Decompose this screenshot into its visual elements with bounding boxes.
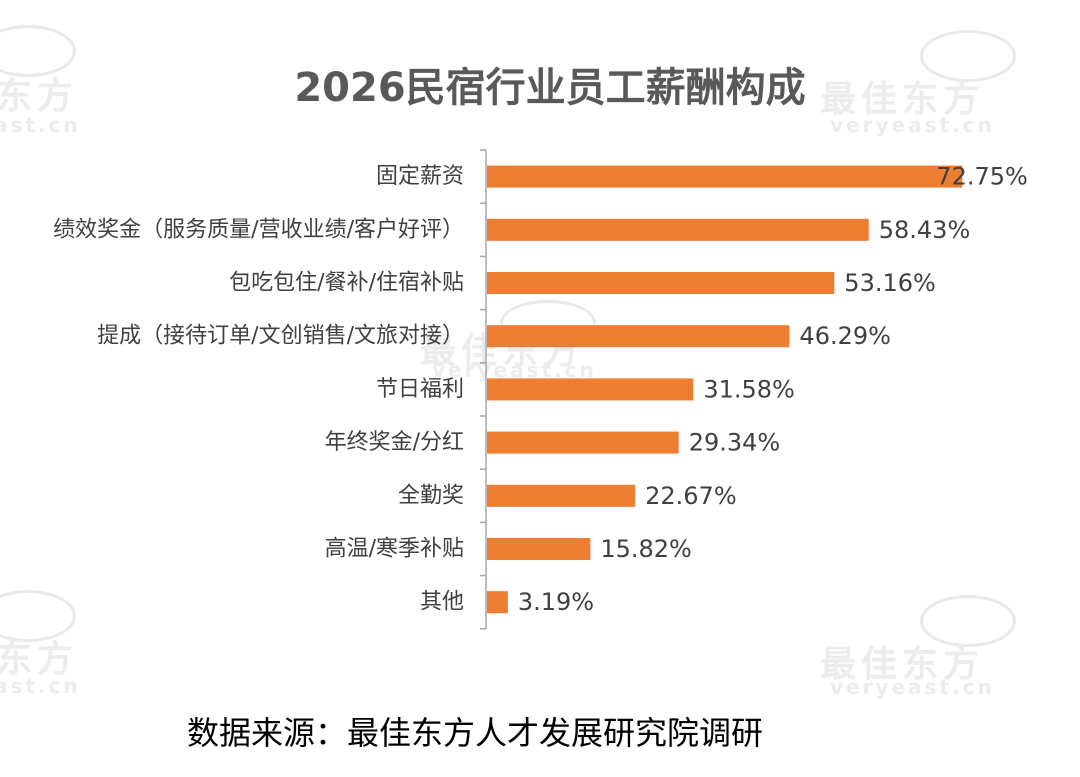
bar (487, 325, 790, 348)
watermark-brand: 东方 (0, 76, 79, 117)
bar (487, 431, 679, 454)
watermark-brand: 最佳东方 (820, 79, 985, 120)
watermark-logo-icon (920, 595, 1016, 647)
category-label: 年终奖金/分红 (325, 430, 464, 455)
watermark-top-left: 东方 ast.cn (0, 25, 110, 137)
watermark-bottom-left: 东方 ast.cn (0, 590, 110, 700)
bar (487, 378, 694, 401)
value-label: 31.58% (703, 375, 795, 403)
data-source-note: 数据来源：最佳东方人才发展研究院调研 (186, 714, 763, 752)
watermark-site: ast.cn (0, 113, 81, 137)
bar (487, 484, 636, 507)
bar (487, 272, 835, 294)
bar (487, 591, 508, 614)
chart-title: 2026民宿行业员工薪酬构成 (294, 65, 806, 111)
value-label: 53.16% (844, 269, 936, 297)
category-label: 固定薪资 (376, 164, 464, 189)
category-label: 包吃包住/餐补/住宿补贴 (229, 271, 464, 296)
watermark-site: veryeast.cn (830, 113, 995, 137)
watermark-site: ast.cn (0, 674, 81, 698)
bar (487, 538, 591, 560)
category-label: 提成（接待订单/文创销售/文旅对接） (97, 324, 464, 349)
watermark-bottom-right: 最佳东方 veryeast.cn (820, 595, 1020, 705)
category-label: 绩效奖金（服务质量/营收业绩/客户好评） (53, 217, 464, 242)
value-label: 72.75% (936, 163, 1028, 191)
watermark-brand: 东方 (0, 639, 79, 680)
bar (487, 165, 963, 188)
category-label: 节日福利 (376, 377, 464, 402)
watermark-logo-icon (920, 30, 1016, 82)
category-label: 全勤奖 (398, 483, 464, 508)
bar (487, 218, 869, 241)
value-label: 29.34% (689, 429, 781, 457)
watermark-logo-icon (0, 590, 76, 642)
value-label: 3.19% (518, 588, 594, 616)
value-label: 46.29% (799, 322, 891, 350)
category-label: 其他 (420, 590, 464, 615)
value-label: 58.43% (879, 216, 971, 244)
category-label: 高温/寒季补贴 (325, 537, 464, 562)
watermark-site: veryeast.cn (830, 675, 995, 699)
watermark-brand: 最佳东方 (820, 644, 985, 685)
watermark-site: veryeast.cn (432, 358, 597, 382)
watermark-logo-icon (0, 25, 76, 77)
value-label: 22.67% (645, 482, 737, 510)
watermark-top-right: 最佳东方 veryeast.cn (820, 30, 1020, 140)
value-label: 15.82% (600, 535, 692, 563)
